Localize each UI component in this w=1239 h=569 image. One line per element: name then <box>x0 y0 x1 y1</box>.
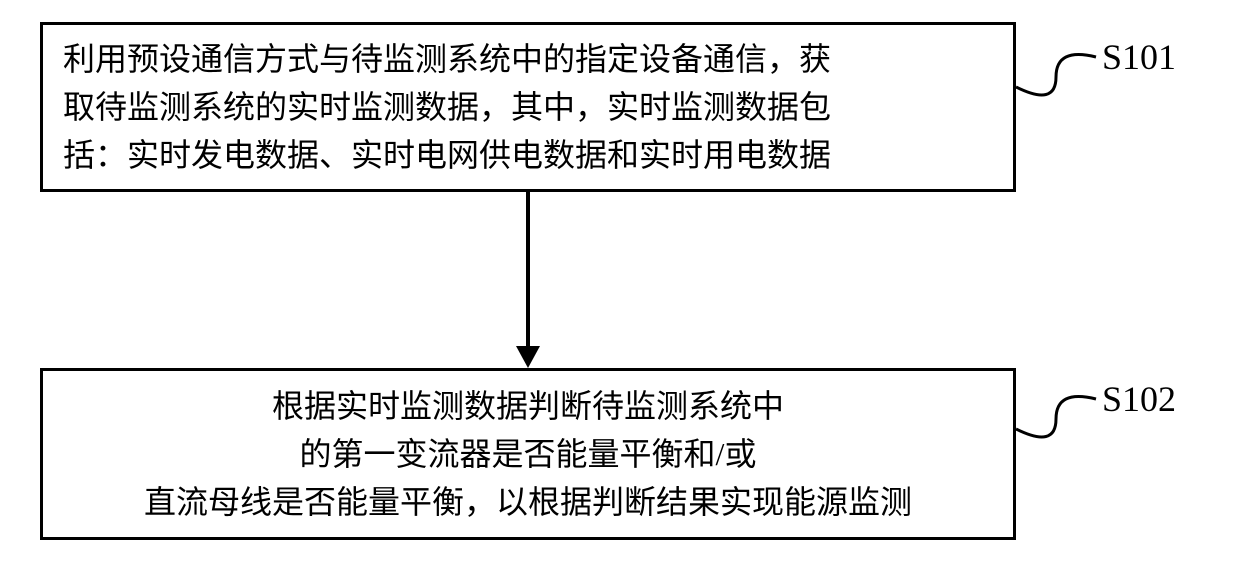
step-label-step1: S101 <box>1102 36 1176 78</box>
step-text-line: 根据实时监测数据判断待监测系统中 <box>63 382 993 430</box>
step-text-line: 的第一变流器是否能量平衡和/或 <box>63 430 993 478</box>
arrow-head-icon <box>516 346 540 368</box>
step-label-step2: S102 <box>1102 378 1176 420</box>
arrow-line <box>526 192 530 348</box>
step-text-line: 利用预设通信方式与待监测系统中的指定设备通信，获 <box>63 35 993 83</box>
step-text-line: 直流母线是否能量平衡，以根据判断结果实现能源监测 <box>63 478 993 526</box>
step-text-line: 取待监测系统的实时监测数据，其中，实时监测数据包 <box>63 83 993 131</box>
step-text-line: 括：实时发电数据、实时电网供电数据和实时用电数据 <box>63 131 993 179</box>
flowchart-step-step2: 根据实时监测数据判断待监测系统中的第一变流器是否能量平衡和/或直流母线是否能量平… <box>40 368 1016 540</box>
flowchart-step-step1: 利用预设通信方式与待监测系统中的指定设备通信，获取待监测系统的实时监测数据，其中… <box>40 22 1016 192</box>
